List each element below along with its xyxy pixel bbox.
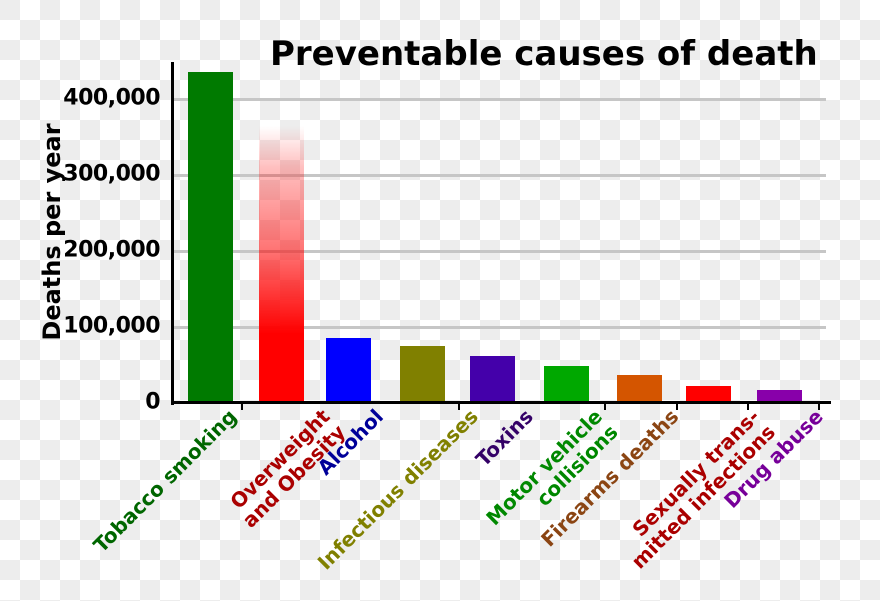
y-tick-label: 300,000 xyxy=(63,161,160,187)
x-tick-label-line: Tobacco smoking xyxy=(88,404,242,558)
gridline xyxy=(174,173,826,177)
chart-title: Preventable causes of death xyxy=(270,34,818,74)
bar-sexually-transmitted-infections xyxy=(686,386,731,403)
y-tick-label: 0 xyxy=(145,389,160,415)
bar-toxins xyxy=(470,355,515,403)
bar-overweight-and-obesity xyxy=(259,125,304,403)
x-tick xyxy=(241,403,243,410)
x-axis-line xyxy=(171,401,831,404)
x-tick xyxy=(818,403,820,410)
x-tick-label: Toxins xyxy=(470,404,538,472)
x-tick xyxy=(604,403,606,410)
x-tick xyxy=(458,403,460,410)
x-tick xyxy=(676,403,678,410)
bar-infectious-diseases xyxy=(400,346,445,403)
bar-firearms-deaths xyxy=(617,374,662,403)
y-axis-line xyxy=(171,62,174,405)
gridline xyxy=(174,325,826,329)
bar-alcohol xyxy=(326,338,371,403)
x-tick-label: Tobacco smoking xyxy=(88,404,242,558)
y-tick-label: 400,000 xyxy=(63,85,160,111)
bar-drug-abuse xyxy=(757,390,802,403)
x-tick xyxy=(747,403,749,410)
y-tick-label: 200,000 xyxy=(63,237,160,263)
gridline xyxy=(174,249,826,253)
bar-motor-vehicle-collisions xyxy=(544,365,589,403)
x-tick-label-line: Toxins xyxy=(470,404,538,472)
y-axis-label: Deaths per year xyxy=(38,123,66,341)
bar-tobacco-smoking xyxy=(188,72,233,403)
gridline xyxy=(174,97,826,101)
y-tick-label: 100,000 xyxy=(63,313,160,339)
